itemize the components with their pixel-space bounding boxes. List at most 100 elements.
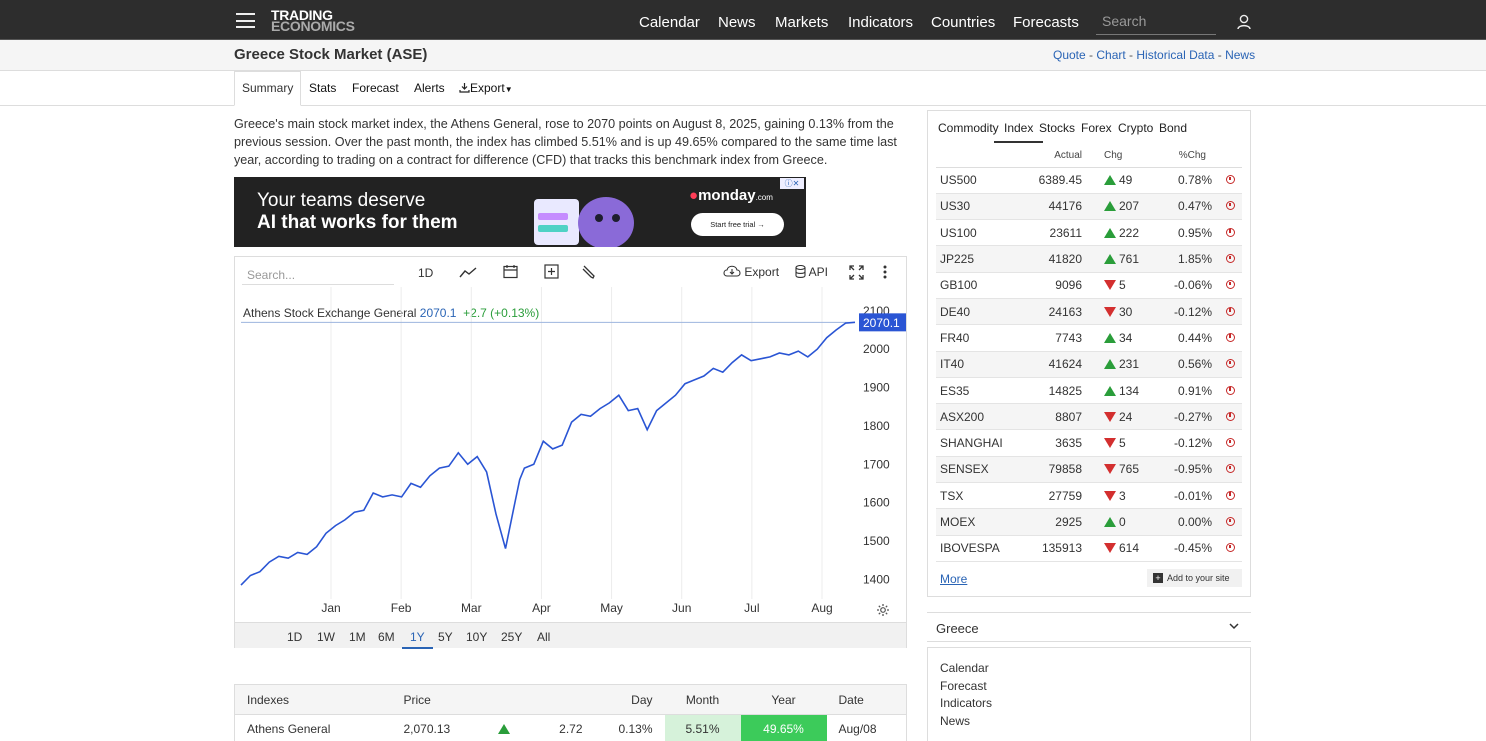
- tab-summary[interactable]: Summary: [242, 81, 294, 95]
- market-row[interactable]: TSX 27759 3 -0.01%: [936, 482, 1242, 510]
- remove-icon[interactable]: [1218, 482, 1242, 510]
- range-1d[interactable]: 1D: [287, 630, 303, 644]
- market-symbol[interactable]: FR40: [936, 324, 1006, 352]
- tab-export[interactable]: Export▼: [459, 81, 513, 95]
- index-name[interactable]: Athens General: [247, 721, 331, 736]
- market-symbol[interactable]: US100: [936, 219, 1006, 247]
- market-row[interactable]: IT40 41624 231 0.56%: [936, 351, 1242, 378]
- ad-cta-button[interactable]: Start free trial →: [691, 213, 784, 236]
- market-row[interactable]: SENSEX 79858 765 -0.95%: [936, 456, 1242, 484]
- remove-icon[interactable]: [1218, 167, 1242, 194]
- market-row[interactable]: SHANGHAI 3635 5 -0.12%: [936, 429, 1242, 457]
- chart-export-button[interactable]: Export: [723, 265, 779, 279]
- market-symbol[interactable]: ASX200: [936, 403, 1006, 431]
- hamburger-menu-icon[interactable]: [236, 13, 255, 28]
- wrench-icon[interactable]: [581, 264, 596, 279]
- remove-icon[interactable]: [1218, 219, 1242, 247]
- remove-icon[interactable]: [1218, 298, 1242, 326]
- logo[interactable]: TRADING ECONOMICS: [271, 8, 355, 33]
- remove-icon[interactable]: [1218, 429, 1242, 457]
- price-chart[interactable]: Jan Feb Mar Apr May Jun Jul Aug 1400 1500 1600 1700…: [235, 287, 906, 621]
- country-link-indicators[interactable]: Indicators: [940, 696, 993, 711]
- nav-forecasts[interactable]: Forecasts: [1013, 14, 1079, 31]
- remove-icon[interactable]: [1218, 508, 1242, 536]
- market-symbol[interactable]: SENSEX: [936, 456, 1006, 484]
- market-symbol[interactable]: SHANGHAI: [936, 429, 1006, 457]
- tab-forecast[interactable]: Forecast: [352, 81, 399, 95]
- market-tab-crypto[interactable]: Crypto: [1118, 121, 1154, 135]
- remove-icon[interactable]: [1218, 351, 1242, 378]
- add-to-site-button[interactable]: + Add to your site: [1147, 569, 1242, 587]
- line-chart-icon[interactable]: [459, 267, 477, 279]
- calendar-icon[interactable]: [503, 264, 518, 279]
- country-dropdown[interactable]: Greece: [927, 612, 1251, 642]
- market-symbol[interactable]: MOEX: [936, 508, 1006, 536]
- remove-icon[interactable]: [1218, 535, 1242, 562]
- range-1m[interactable]: 1M: [349, 630, 366, 644]
- market-symbol[interactable]: US500: [936, 167, 1006, 194]
- market-row[interactable]: GB100 9096 5 -0.06%: [936, 272, 1242, 299]
- interval-button[interactable]: 1D: [418, 266, 434, 280]
- ad-info-icon[interactable]: ⓘ✕: [780, 178, 804, 189]
- market-symbol[interactable]: DE40: [936, 298, 1006, 326]
- market-row[interactable]: DE40 24163 30 -0.12%: [936, 298, 1242, 326]
- remove-icon[interactable]: [1218, 456, 1242, 484]
- remove-icon[interactable]: [1218, 193, 1242, 221]
- quick-link-news[interactable]: News: [1225, 48, 1256, 62]
- nav-countries[interactable]: Countries: [931, 14, 996, 31]
- range-25y[interactable]: 25Y: [501, 630, 523, 644]
- search-input[interactable]: Search: [1096, 11, 1216, 35]
- quick-link-historical-data[interactable]: Historical Data: [1136, 48, 1215, 62]
- nav-news[interactable]: News: [718, 14, 756, 31]
- chart-search-input[interactable]: Search...: [242, 265, 394, 285]
- country-link-calendar[interactable]: Calendar: [940, 661, 989, 675]
- market-symbol[interactable]: IT40: [936, 351, 1006, 378]
- market-tab-forex[interactable]: Forex: [1081, 121, 1112, 135]
- market-row[interactable]: ES35 14825 134 0.91%: [936, 377, 1242, 405]
- market-row[interactable]: ASX200 8807 24 -0.27%: [936, 403, 1242, 431]
- country-link-news[interactable]: News: [940, 714, 971, 729]
- remove-icon[interactable]: [1218, 272, 1242, 299]
- nav-indicators[interactable]: Indicators: [848, 14, 914, 31]
- market-tab-stocks[interactable]: Stocks: [1039, 121, 1076, 135]
- add-indicator-icon[interactable]: [544, 264, 559, 279]
- market-row[interactable]: MOEX 2925 0 0.00%: [936, 508, 1242, 536]
- market-tab-bond[interactable]: Bond: [1159, 121, 1188, 135]
- remove-icon[interactable]: [1218, 403, 1242, 431]
- market-row[interactable]: US100 23611 222 0.95%: [936, 219, 1242, 247]
- market-symbol[interactable]: GB100: [936, 272, 1006, 299]
- user-icon[interactable]: [1237, 14, 1251, 30]
- remove-icon[interactable]: [1218, 324, 1242, 352]
- nav-markets[interactable]: Markets: [775, 14, 829, 31]
- market-symbol[interactable]: JP225: [936, 245, 1006, 273]
- market-row[interactable]: FR40 7743 34 0.44%: [936, 324, 1242, 352]
- tab-alerts[interactable]: Alerts: [414, 81, 445, 95]
- more-options-icon[interactable]: [883, 265, 887, 279]
- market-symbol[interactable]: TSX: [936, 482, 1006, 510]
- market-symbol[interactable]: US30: [936, 193, 1006, 221]
- market-tab-commodity[interactable]: Commodity: [938, 121, 999, 135]
- range-1y[interactable]: 1Y: [402, 630, 433, 649]
- quick-link-chart[interactable]: Chart: [1096, 48, 1126, 62]
- market-row[interactable]: US30 44176 207 0.47%: [936, 193, 1242, 221]
- chart-settings-gear-icon[interactable]: [876, 603, 890, 617]
- market-symbol[interactable]: ES35: [936, 377, 1006, 405]
- market-row[interactable]: US500 6389.45 49 0.78%: [936, 167, 1242, 194]
- market-tab-index[interactable]: Index: [994, 121, 1044, 143]
- tab-stats[interactable]: Stats: [309, 81, 337, 95]
- nav-calendar[interactable]: Calendar: [639, 14, 700, 31]
- more-link[interactable]: More: [940, 572, 968, 586]
- country-link-forecast[interactable]: Forecast: [940, 678, 987, 693]
- remove-icon[interactable]: [1218, 377, 1242, 405]
- range-6m[interactable]: 6M: [378, 630, 395, 644]
- market-symbol[interactable]: IBOVESPA: [936, 535, 1006, 562]
- remove-icon[interactable]: [1218, 245, 1242, 273]
- fullscreen-icon[interactable]: [849, 265, 864, 280]
- advertisement-banner[interactable]: Your teams deserve AI that works for the…: [234, 177, 806, 247]
- api-button[interactable]: API: [795, 264, 828, 279]
- quick-link-quote[interactable]: Quote: [1053, 48, 1086, 62]
- range-all[interactable]: All: [537, 630, 551, 644]
- range-5y[interactable]: 5Y: [438, 630, 453, 644]
- range-1w[interactable]: 1W: [317, 630, 335, 644]
- market-row[interactable]: IBOVESPA 135913 614 -0.45%: [936, 535, 1242, 562]
